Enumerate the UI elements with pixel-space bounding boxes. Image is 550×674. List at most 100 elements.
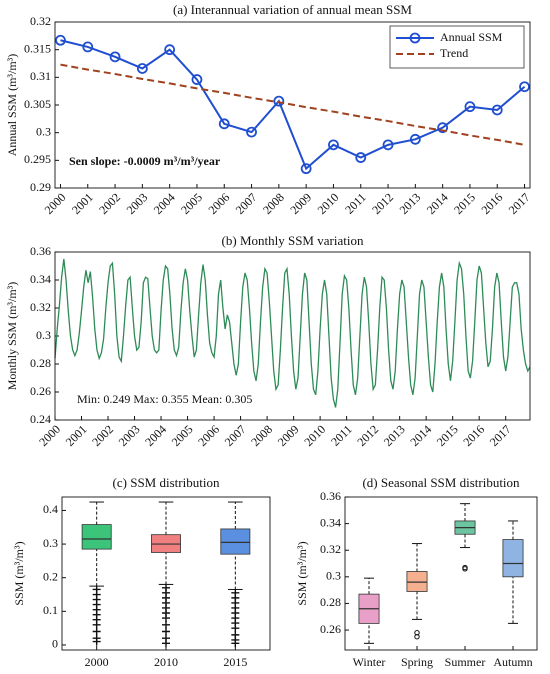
x-tick-label: 2006: [205, 190, 232, 217]
y-tick-label: 0.32: [320, 542, 341, 556]
y-tick-label: 0.3: [36, 328, 51, 342]
y-tick-label: 0.305: [24, 97, 51, 111]
legend-marker: [409, 32, 421, 44]
plot-frame: [61, 496, 271, 651]
y-axis-label: Annual SSM (m³/m³): [5, 54, 19, 157]
x-tick-label: 2004: [142, 422, 169, 449]
y-tick-label: 0.315: [24, 41, 51, 55]
y-tick-label: 0.28: [320, 595, 341, 609]
y-tick-label: 0.36: [320, 489, 341, 503]
x-tick-label: 2005: [169, 422, 196, 449]
x-tick-label: 2000: [36, 422, 63, 449]
point: [300, 163, 312, 175]
point: [355, 152, 367, 163]
series-line: [54, 258, 531, 408]
point: [437, 122, 449, 134]
legend-label: Annual SSM: [440, 30, 503, 44]
y-tick-label: 0.31: [30, 69, 51, 83]
x-tick-label: 2013: [381, 422, 408, 449]
panel-title: (c) SSM distribution: [113, 475, 220, 490]
x-tick-label: 2003: [124, 190, 151, 217]
y-tick-label: 0.2: [43, 569, 58, 583]
panel-title: (b) Monthly SSM variation: [222, 233, 364, 248]
outlier: [162, 614, 170, 623]
x-tick-label: 2004: [151, 190, 178, 217]
x-tick-label: 2008: [260, 190, 287, 217]
y-tick-label: 0.32: [30, 300, 51, 314]
outlier: [414, 630, 420, 636]
x-tick-label: 2001: [63, 422, 90, 449]
x-tick-label: 2015: [434, 422, 461, 449]
box: [220, 528, 251, 555]
outlier: [462, 564, 468, 571]
x-tick-label: Winter: [353, 655, 386, 669]
point: [55, 34, 66, 46]
outlier: [162, 639, 170, 648]
y-tick-label: 0.1: [43, 603, 58, 617]
y-tick-label: 0.4: [43, 502, 58, 516]
y-tick-label: 0.3: [326, 569, 341, 583]
annotation: Min: 0.249 Max: 0.355 Mean: 0.305: [77, 392, 252, 406]
legend-box: [389, 25, 525, 69]
x-tick-label: 2012: [369, 190, 396, 217]
outlier: [231, 624, 240, 633]
y-tick-label: 0.34: [320, 515, 341, 529]
x-tick-label: 2017: [487, 422, 514, 449]
y-tick-label: 0.26: [320, 622, 341, 636]
x-tick-label: 2014: [424, 190, 451, 217]
x-tick-label: 2016: [460, 422, 487, 449]
point: [191, 74, 203, 85]
point: [109, 51, 121, 63]
x-tick-label: 2002: [96, 190, 123, 217]
x-tick-label: 2000: [85, 655, 109, 669]
x-tick-label: 2007: [222, 422, 249, 449]
y-tick-label: 0.295: [24, 152, 51, 166]
x-tick-label: 2002: [89, 422, 116, 449]
plot-frame: [54, 251, 531, 421]
x-tick-label: 2009: [275, 422, 302, 449]
y-tick-label: 0.3: [36, 124, 51, 138]
y-axis-label: Monthly SSM (m³/m³): [5, 282, 19, 391]
y-tick-label: 0.3: [43, 536, 58, 550]
point: [82, 41, 94, 53]
point: [246, 126, 257, 138]
x-tick-label: 2015: [223, 655, 247, 669]
x-tick-label: Summer: [445, 655, 486, 669]
y-tick-label: 0: [52, 637, 58, 651]
x-tick-label: 2009: [287, 190, 314, 217]
box: [406, 571, 428, 592]
x-tick-label: Autumn: [493, 655, 532, 669]
point: [218, 118, 230, 130]
x-tick-label: 2012: [354, 422, 381, 449]
annotation: Sen slope: -0.0009 m³/m³/year: [69, 154, 221, 168]
outlier: [92, 627, 101, 636]
point: [409, 133, 421, 145]
plot-frame: [344, 496, 538, 651]
outlier: [92, 637, 101, 646]
x-tick-label: 2011: [342, 190, 369, 217]
x-tick-label: 2017: [506, 190, 533, 217]
x-tick-label: 2001: [69, 190, 96, 217]
y-tick-label: 0.24: [30, 412, 51, 426]
point: [164, 44, 176, 56]
point: [328, 139, 339, 151]
x-tick-label: 2011: [328, 422, 355, 449]
x-tick-label: 2010: [301, 422, 328, 449]
x-tick-label: 2015: [451, 190, 478, 217]
y-tick-label: 0.34: [30, 272, 51, 286]
x-tick-label: Spring: [401, 655, 433, 669]
y-tick-label: 0.29: [30, 180, 51, 194]
point: [464, 101, 476, 113]
x-tick-label: 2005: [178, 190, 205, 217]
point: [273, 95, 285, 107]
x-tick-label: 2014: [407, 422, 434, 449]
y-tick-label: 0.28: [30, 356, 51, 370]
x-tick-label: 2010: [154, 655, 178, 669]
point: [382, 139, 394, 151]
x-tick-label: 2008: [248, 422, 275, 449]
x-tick-label: 2016: [478, 190, 505, 217]
outlier: [162, 627, 170, 636]
x-tick-label: 2003: [116, 422, 143, 449]
x-tick-label: 2013: [397, 190, 424, 217]
